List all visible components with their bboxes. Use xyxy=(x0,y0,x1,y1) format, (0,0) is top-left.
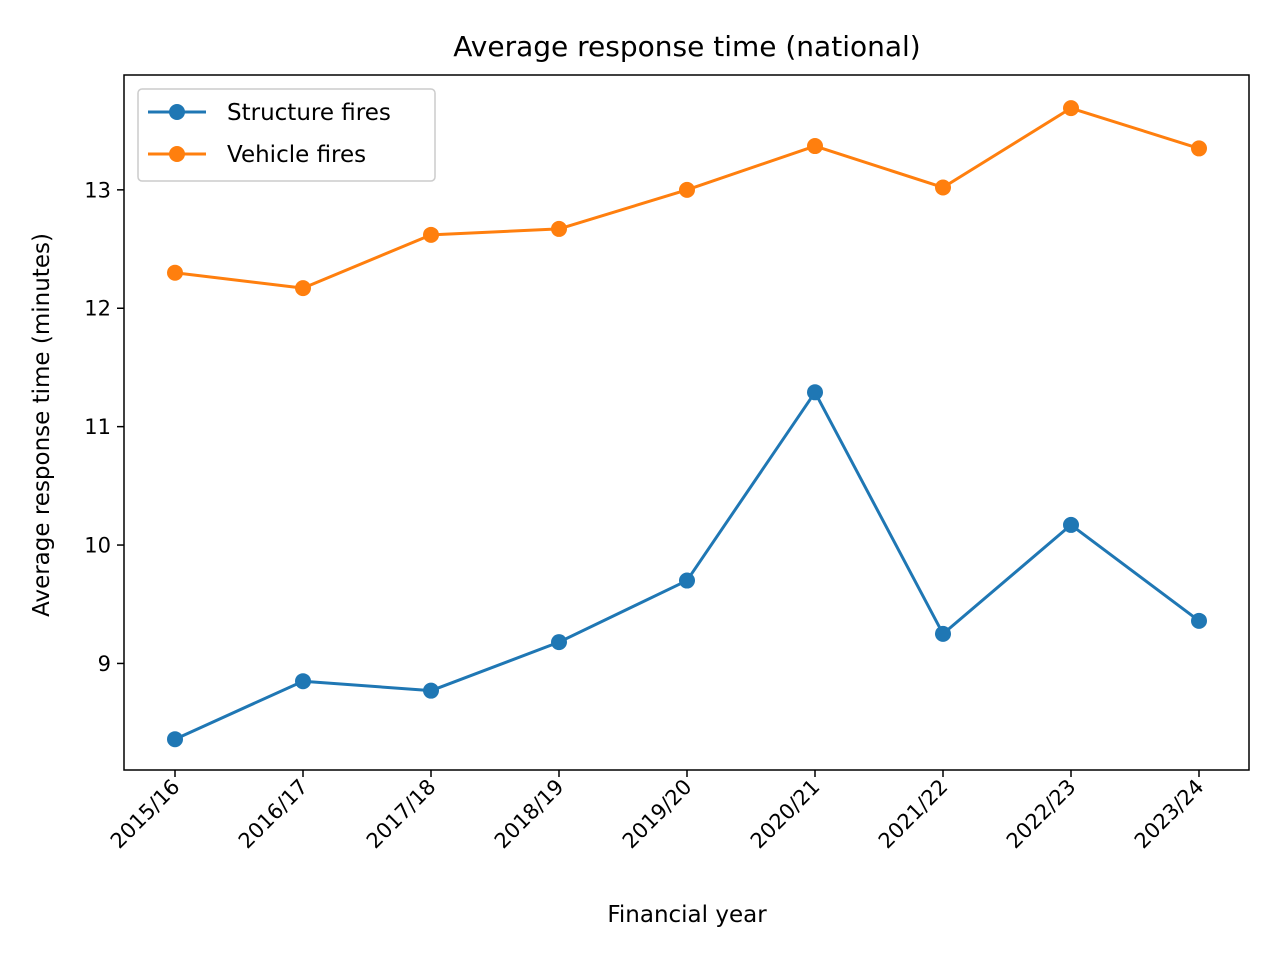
data-point-structure-fires xyxy=(807,384,823,401)
legend-entry-vehicle-fires: Vehicle fires xyxy=(148,142,366,168)
legend: Structure fires Vehicle fires xyxy=(137,88,436,182)
data-point-structure-fires xyxy=(167,731,183,748)
data-point-vehicle-fires xyxy=(935,179,951,196)
y-axis-label: Average response time (minutes) xyxy=(29,233,55,617)
y-tick-label: 9 xyxy=(98,652,111,676)
data-point-structure-fires xyxy=(1063,516,1079,533)
legend-label-vehicle-fires: Vehicle fires xyxy=(227,142,366,168)
legend-box xyxy=(137,88,436,182)
legend-marker-vehicle-fires xyxy=(169,146,185,162)
legend-marker-structure-fires xyxy=(169,104,185,120)
series-layer xyxy=(167,100,1207,748)
data-point-structure-fires xyxy=(295,673,311,690)
data-point-vehicle-fires xyxy=(295,280,311,297)
data-point-vehicle-fires xyxy=(167,264,183,281)
data-point-vehicle-fires xyxy=(1191,140,1207,157)
data-point-structure-fires xyxy=(551,634,567,651)
plot-frame xyxy=(123,74,1250,771)
x-axis-label: Financial year xyxy=(607,902,767,928)
data-point-vehicle-fires xyxy=(423,226,439,243)
data-point-structure-fires xyxy=(679,572,695,589)
data-point-vehicle-fires xyxy=(551,220,567,237)
data-point-vehicle-fires xyxy=(807,138,823,155)
y-tick-label: 12 xyxy=(84,297,111,321)
data-point-structure-fires xyxy=(1191,612,1207,629)
data-point-structure-fires xyxy=(935,625,951,642)
legend-label-structure-fires: Structure fires xyxy=(227,100,391,126)
chart-title: Average response time (national) xyxy=(453,30,920,63)
y-axis-ticks: 9 10 11 12 13 xyxy=(84,178,124,676)
data-point-vehicle-fires xyxy=(1063,100,1079,117)
data-point-vehicle-fires xyxy=(679,181,695,198)
legend-entry-structure-fires: Structure fires xyxy=(148,100,391,126)
y-tick-label: 13 xyxy=(84,178,111,202)
y-tick-label: 10 xyxy=(84,534,111,558)
y-tick-label: 11 xyxy=(84,415,111,439)
data-point-structure-fires xyxy=(423,682,439,699)
